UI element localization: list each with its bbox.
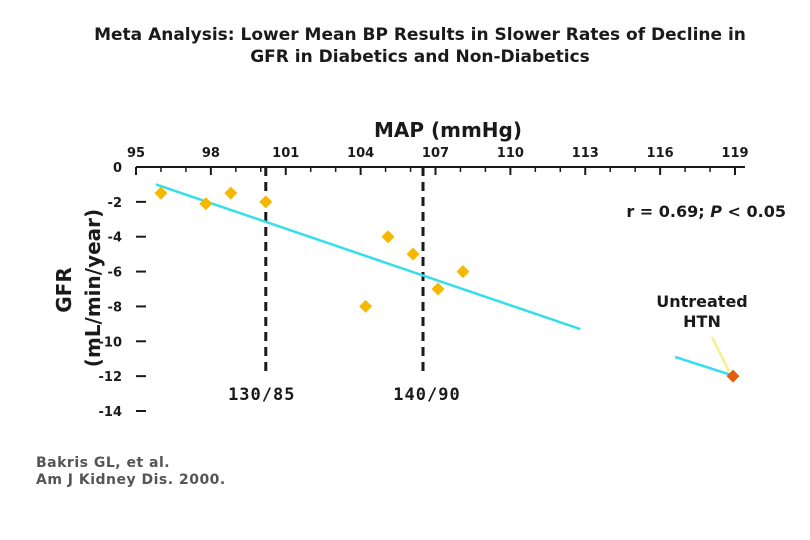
y-axis-units-label: (mL/min/year)	[81, 209, 105, 367]
data-point	[224, 186, 238, 200]
stat-text: r = 0.69; P < 0.05	[626, 202, 786, 221]
x-tick-label: 98	[202, 146, 220, 161]
data-point	[199, 197, 213, 211]
data-point	[259, 195, 273, 209]
citation: Bakris GL, et al. Am J Kidney Dis. 2000.	[36, 455, 226, 489]
stat-text-prefix: r = 0.69;	[626, 202, 710, 221]
x-tick-label: 101	[272, 146, 299, 161]
regression-line	[674, 355, 736, 378]
y-tick-label: -8	[108, 300, 122, 315]
stat-text-suffix: < 0.05	[722, 202, 786, 221]
y-tick-label: 0	[113, 161, 122, 176]
chart-title: Meta Analysis: Lower Mean BP Results in …	[0, 24, 810, 68]
y-tick-label: -14	[99, 405, 123, 420]
y-tick-label: -12	[99, 370, 123, 385]
y-axis-label: GFR	[52, 267, 76, 312]
annotation-label-line-1: Untreated	[656, 292, 748, 311]
chart-title-line-2: GFR in Diabetics and Non-Diabetics	[250, 47, 590, 67]
annotation-label-line-2: HTN	[683, 312, 721, 331]
x-axis-label: MAP (mmHg)	[374, 118, 522, 142]
y-tick-label: -4	[108, 231, 122, 246]
y-tick-label: -2	[108, 196, 122, 211]
stat-text-p: P	[710, 202, 722, 221]
data-point	[359, 299, 373, 313]
citation-line-1: Bakris GL, et al.	[36, 455, 171, 471]
regression-line	[155, 183, 581, 331]
reference-line-label: 140/90	[393, 385, 460, 405]
x-tick-label: 113	[572, 146, 599, 161]
x-tick-label: 95	[127, 146, 145, 161]
reference-line-label: 130/85	[228, 385, 295, 405]
x-tick-label: 116	[647, 146, 674, 161]
x-tick-label: 107	[422, 146, 449, 161]
y-tick-label: -6	[108, 266, 122, 281]
data-point	[154, 186, 168, 200]
data-point	[431, 282, 445, 296]
data-point	[381, 230, 395, 244]
x-tick-label: 104	[347, 146, 374, 161]
y-tick-label: -10	[99, 335, 123, 350]
x-tick-label: 119	[721, 146, 748, 161]
citation-line-2: Am J Kidney Dis. 2000.	[36, 472, 226, 488]
data-point	[406, 247, 420, 261]
annotation-pointer-line	[710, 336, 731, 372]
untreated-htn-point	[726, 369, 740, 383]
chart-title-line-1: Meta Analysis: Lower Mean BP Results in …	[94, 25, 746, 45]
x-tick-label: 110	[497, 146, 524, 161]
data-point	[456, 265, 470, 279]
